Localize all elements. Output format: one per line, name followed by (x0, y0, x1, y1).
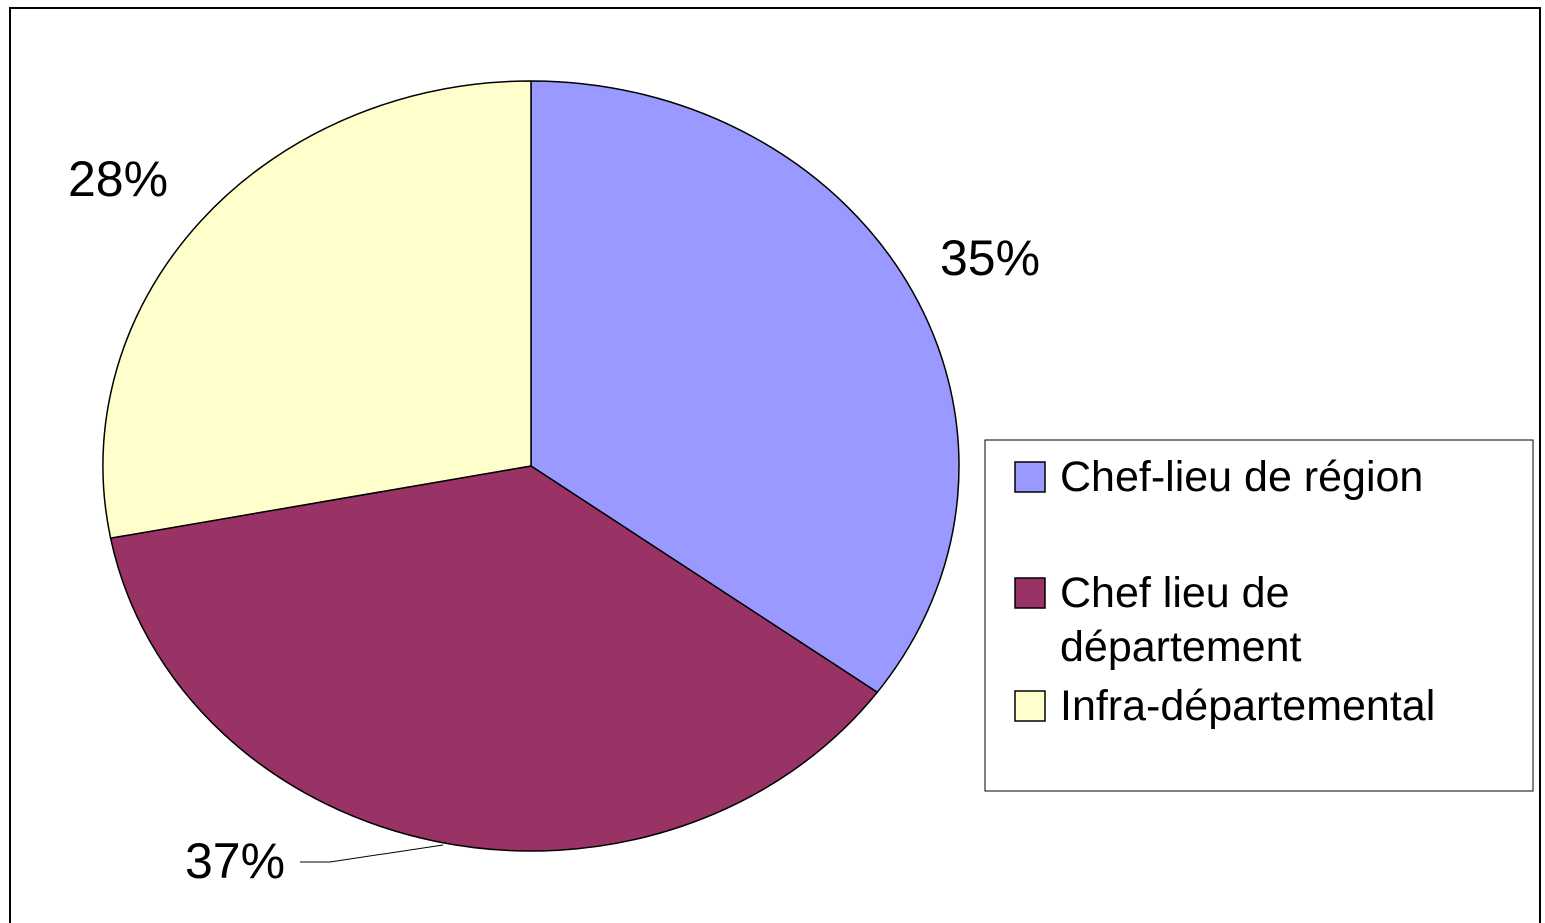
legend-swatch (1014, 577, 1046, 609)
pie-slice (530, 80, 960, 694)
pie-slice (102, 80, 532, 540)
legend-label: Chef lieu de département (1060, 569, 1302, 671)
legend-swatch (1014, 690, 1046, 722)
legend-box (984, 439, 1534, 792)
legend-entry: Chef-lieu de région (1060, 453, 1424, 501)
data-label: 28% (68, 151, 168, 207)
legend-entry: Chef lieu de département (1060, 569, 1302, 671)
data-label: 37% (185, 833, 285, 889)
legend-label: Chef-lieu de région (1060, 453, 1424, 501)
legend-swatch (1014, 461, 1046, 493)
data-label: 35% (940, 230, 1040, 286)
leader-line (300, 844, 444, 863)
legend-entry: Infra-départemental (1060, 682, 1436, 730)
pie-slice (109, 465, 879, 852)
legend-label: Infra-départemental (1060, 682, 1436, 730)
